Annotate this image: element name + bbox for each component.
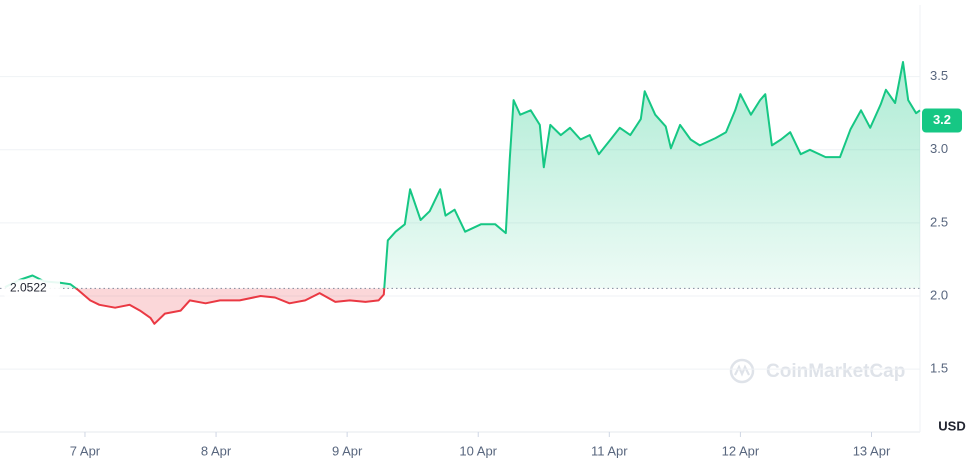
- last-price-label: 3.2: [933, 112, 951, 127]
- area-down: [75, 288, 385, 324]
- y-tick-label: 2.0: [930, 287, 948, 302]
- baseline-label: 2.0522: [10, 281, 47, 295]
- x-tick-label: 12 Apr: [722, 443, 760, 458]
- price-line-down: [74, 288, 386, 325]
- x-tick-label: 13 Apr: [853, 443, 891, 458]
- last-price-box: [922, 108, 962, 133]
- price-line-up: [4, 61, 921, 289]
- area-up: [5, 62, 920, 289]
- unit-label: USD: [938, 418, 965, 433]
- x-tick-label: 8 Apr: [201, 443, 232, 458]
- baseline-label-box: [4, 279, 60, 298]
- x-tick-label: 9 Apr: [332, 443, 363, 458]
- y-tick-label: 3.0: [930, 141, 948, 156]
- y-tick-label: 3.5: [930, 68, 948, 83]
- y-tick-label: 2.5: [930, 214, 948, 229]
- x-tick-label: 11 Apr: [591, 443, 628, 458]
- x-tick-label: 10 Apr: [459, 443, 497, 458]
- x-tick-label: 7 Apr: [70, 443, 101, 458]
- watermark-text: CoinMarketCap: [766, 361, 905, 382]
- watermark: CoinMarketCap: [729, 358, 905, 384]
- y-tick-label: 1.5: [930, 361, 948, 376]
